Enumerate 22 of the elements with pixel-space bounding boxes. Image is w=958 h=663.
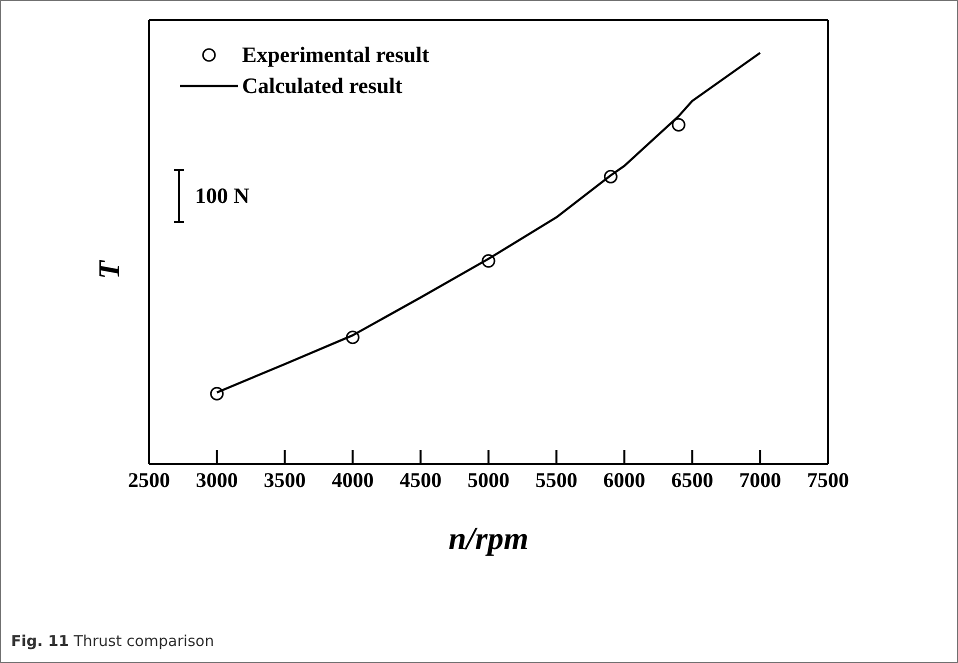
point	[672, 118, 686, 132]
x-tick-label: 4000	[332, 468, 374, 492]
x-tick-label: 3500	[264, 468, 306, 492]
x-tick-label: 5000	[468, 468, 510, 492]
point	[210, 386, 224, 400]
legend-label: Calculated result	[242, 72, 402, 100]
x-tick-label: 6500	[671, 468, 714, 492]
x-tick-label: 6000	[603, 468, 646, 492]
caption: Fig. 11 Thrust comparison	[11, 632, 214, 650]
point	[346, 330, 360, 344]
annotation: 100 N	[195, 183, 250, 209]
x-tick-label: 2500	[128, 468, 170, 492]
y-axis-title: T	[93, 260, 128, 279]
x-tick-label: 7000	[739, 468, 782, 492]
x-axis-title: n/rpm	[448, 520, 529, 556]
x-tick-label: 7500	[807, 468, 849, 492]
legend-label: Experimental result	[242, 41, 430, 69]
point	[604, 170, 618, 184]
x-tick-label: 4500	[400, 468, 442, 492]
point	[482, 254, 496, 268]
x-tick-label: 3000	[196, 468, 238, 492]
x-tick-label: 5500	[535, 468, 578, 492]
